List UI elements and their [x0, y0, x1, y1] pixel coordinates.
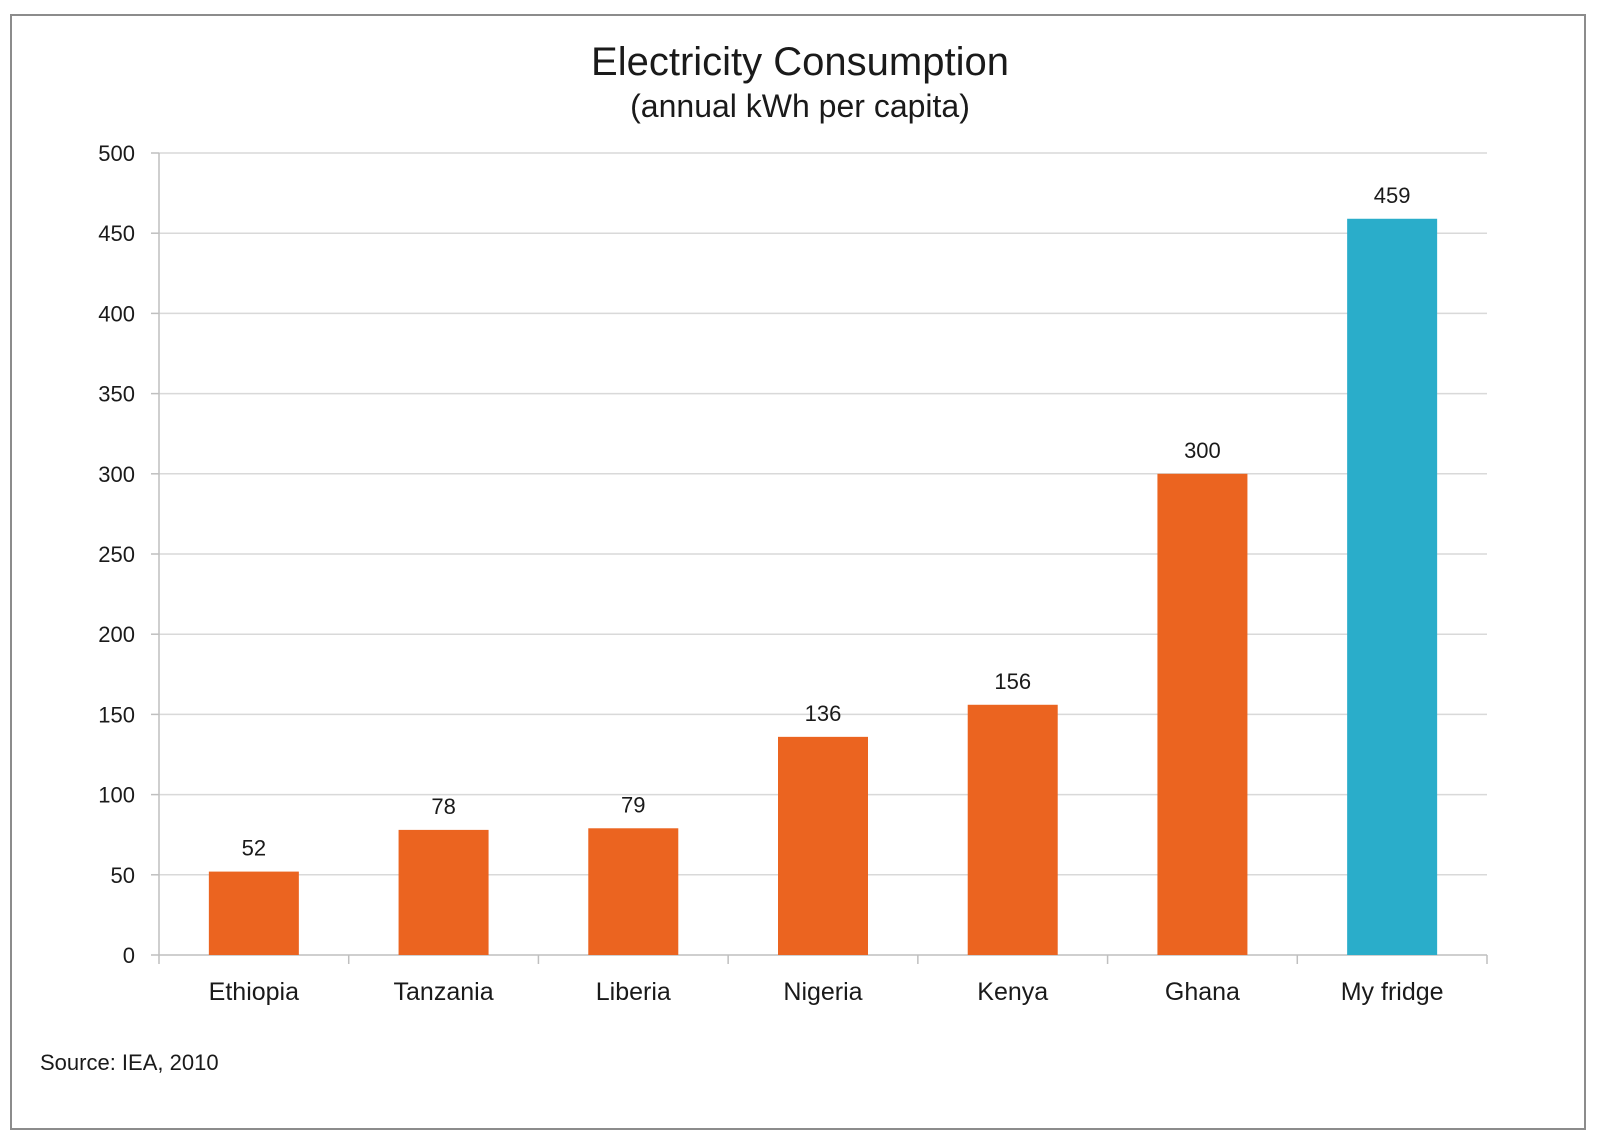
data-label-tanzania: 78 [431, 794, 455, 819]
chart-subtitle: (annual kWh per capita) [630, 88, 970, 124]
bar-liberia [588, 828, 679, 955]
data-label-liberia: 79 [621, 792, 645, 817]
y-tick-label-500: 500 [98, 141, 135, 166]
y-tick-label-50: 50 [111, 863, 135, 888]
y-tick-label-200: 200 [98, 622, 135, 647]
bar-ethiopia [208, 871, 299, 955]
data-label-kenya: 156 [994, 669, 1031, 694]
data-label-ghana: 300 [1184, 438, 1221, 463]
y-tick-label-0: 0 [123, 943, 135, 968]
bar-my-fridge [1347, 218, 1438, 955]
y-tick-label-350: 350 [98, 382, 135, 407]
category-label-kenya: Kenya [977, 978, 1048, 1006]
bar-kenya [967, 704, 1058, 955]
y-tick-label-300: 300 [98, 462, 135, 487]
chart-frame: Electricity Consumption (annual kWh per … [10, 14, 1586, 1130]
category-label-liberia: Liberia [596, 978, 671, 1006]
y-tick-label-150: 150 [98, 702, 135, 727]
bar-ghana [1157, 473, 1248, 955]
category-label-ghana: Ghana [1165, 978, 1240, 1006]
y-tick-label-100: 100 [98, 783, 135, 808]
y-tick-label-250: 250 [98, 542, 135, 567]
bar-nigeria [778, 736, 868, 955]
category-label-nigeria: Nigeria [783, 978, 862, 1006]
data-label-ethiopia: 52 [242, 836, 266, 861]
data-label-nigeria: 136 [805, 701, 842, 726]
source-note: Source: IEA, 2010 [40, 1050, 219, 1075]
chart-title: Electricity Consumption [591, 40, 1009, 84]
bar-chart: 0 50 100 150 200 250 300 350 400 450 500 52 Ethiopia… [98, 141, 1488, 1006]
y-tick-label-450: 450 [98, 221, 135, 246]
y-tick-label-400: 400 [98, 301, 135, 326]
bar-tanzania [398, 829, 489, 955]
category-label-tanzania: Tanzania [394, 978, 494, 1006]
category-label-ethiopia: Ethiopia [209, 978, 299, 1006]
category-label-my-fridge: My fridge [1341, 978, 1444, 1006]
data-label-my-fridge: 459 [1374, 183, 1411, 208]
